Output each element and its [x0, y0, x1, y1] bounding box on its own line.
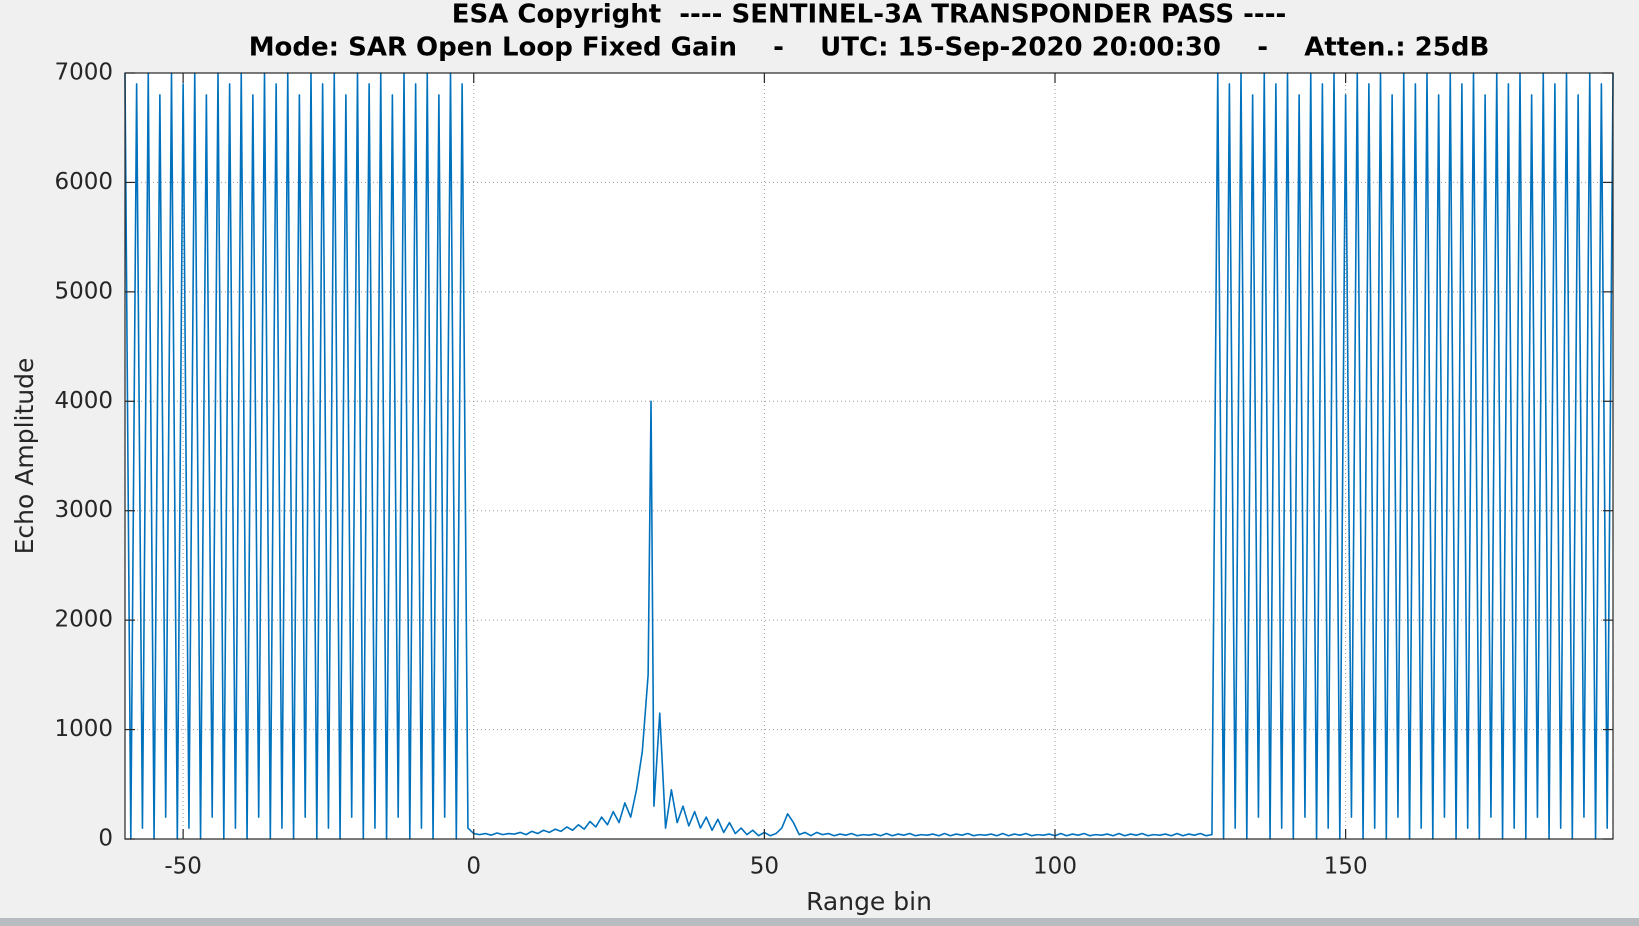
y-tick-label: 6000 [54, 169, 113, 195]
y-axis-label: Echo Amplitude [10, 358, 39, 555]
y-tick-label: 0 [98, 826, 113, 852]
x-tick-label: 100 [1033, 854, 1077, 880]
ticks: -50 0 50 100 150 0 1000 2000 3000 4000 5000 6000 700… [54, 60, 1613, 880]
x-tick-label: 0 [466, 854, 481, 880]
x-tick-label: 50 [750, 854, 779, 880]
x-tick-label: 150 [1324, 854, 1368, 880]
plot-frame [124, 72, 1614, 840]
chart-subtitle: Mode: SAR Open Loop Fixed Gain - UTC: 15… [249, 33, 1490, 63]
y-tick-label: 4000 [54, 388, 113, 414]
marks [124, 72, 1614, 840]
y-tick-label: 2000 [54, 607, 113, 633]
plot-area [125, 73, 1613, 839]
chart-title: ESA Copyright ---- SENTINEL-3A TRANSPOND… [452, 0, 1287, 30]
y-tick-label: 3000 [54, 497, 113, 523]
y-tick-label: 1000 [54, 716, 113, 742]
x-axis-label: Range bin [806, 887, 932, 916]
y-tick-label: 7000 [54, 60, 113, 86]
window-edge [0, 918, 1639, 926]
data-line [124, 72, 1614, 840]
x-tick-label: -50 [164, 854, 202, 880]
y-tick-label: 5000 [54, 278, 113, 304]
